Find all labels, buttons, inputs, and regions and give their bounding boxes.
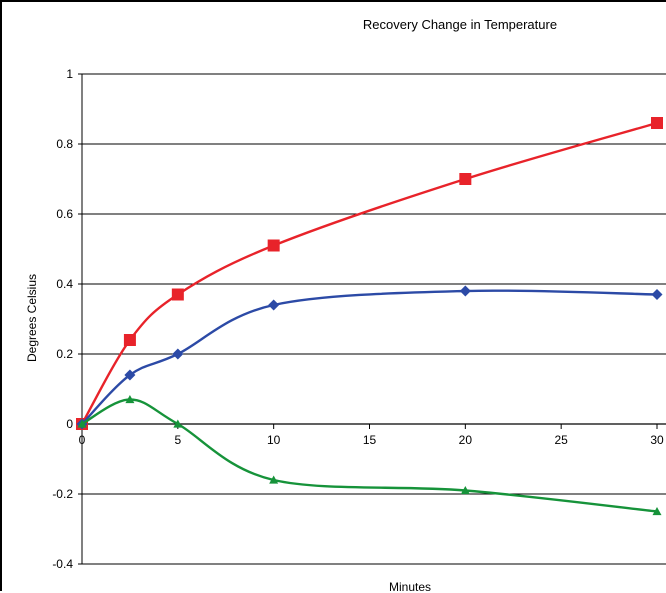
x-tick-label-2: 10: [267, 433, 281, 447]
series-2-point-1: [125, 395, 135, 404]
series-1-point-5: [651, 289, 663, 300]
x-tick-label-4: 20: [459, 433, 473, 447]
y-tick-label-4: 0.2: [56, 347, 73, 361]
series-2-point-2: [173, 419, 183, 428]
series-2: [77, 395, 662, 516]
y-tick-label-0: 1: [66, 67, 73, 81]
series-1-point-3: [268, 299, 280, 311]
y-tick-label-5: 0: [66, 417, 73, 431]
chart-title: Recovery Change in Temperature: [363, 17, 557, 32]
series-line-2: [81, 398, 658, 513]
x-axis-label: Minutes: [389, 580, 431, 593]
series-0-point-3: [267, 239, 280, 252]
series-0: [76, 117, 663, 430]
series-1-point-1: [124, 369, 136, 381]
x-tick-label-6: 30: [650, 433, 664, 447]
series-1: [76, 285, 663, 430]
series-2-point-3: [269, 475, 279, 484]
series-1-point-2: [172, 348, 184, 360]
x-tick-label-3: 15: [363, 433, 377, 447]
series-layer: [76, 117, 663, 516]
series-0-point-4: [459, 173, 472, 185]
series-0-point-1: [123, 334, 136, 346]
series-0-point-5: [651, 117, 663, 129]
series-2-point-0: [77, 419, 87, 428]
series-0-point-2: [171, 288, 184, 301]
y-tick-label-1: 0.8: [56, 137, 73, 151]
series-line-0: [80, 121, 658, 425]
grid-lines: [82, 73, 666, 565]
series-1-point-4: [459, 285, 471, 297]
axes: 1 0.8 0.6 0.4 0.2 0 -0.2 -0.4 0 5 10 15 20 25 30: [52, 67, 666, 571]
y-tick-label-3: 0.4: [56, 277, 73, 291]
y-tick-label-6: -0.2: [52, 487, 73, 501]
series-2-point-5: [652, 507, 662, 516]
series-2-point-4: [460, 486, 470, 495]
y-tick-label-2: 0.6: [56, 207, 73, 221]
x-tick-label-0: 0: [79, 433, 86, 447]
y-axis-label: Degrees Celsius: [25, 274, 39, 362]
series-line-1: [81, 289, 658, 425]
x-tick-label-5: 25: [554, 433, 568, 447]
x-tick-label-1: 5: [174, 433, 181, 447]
y-tick-label-7: -0.4: [52, 557, 73, 571]
